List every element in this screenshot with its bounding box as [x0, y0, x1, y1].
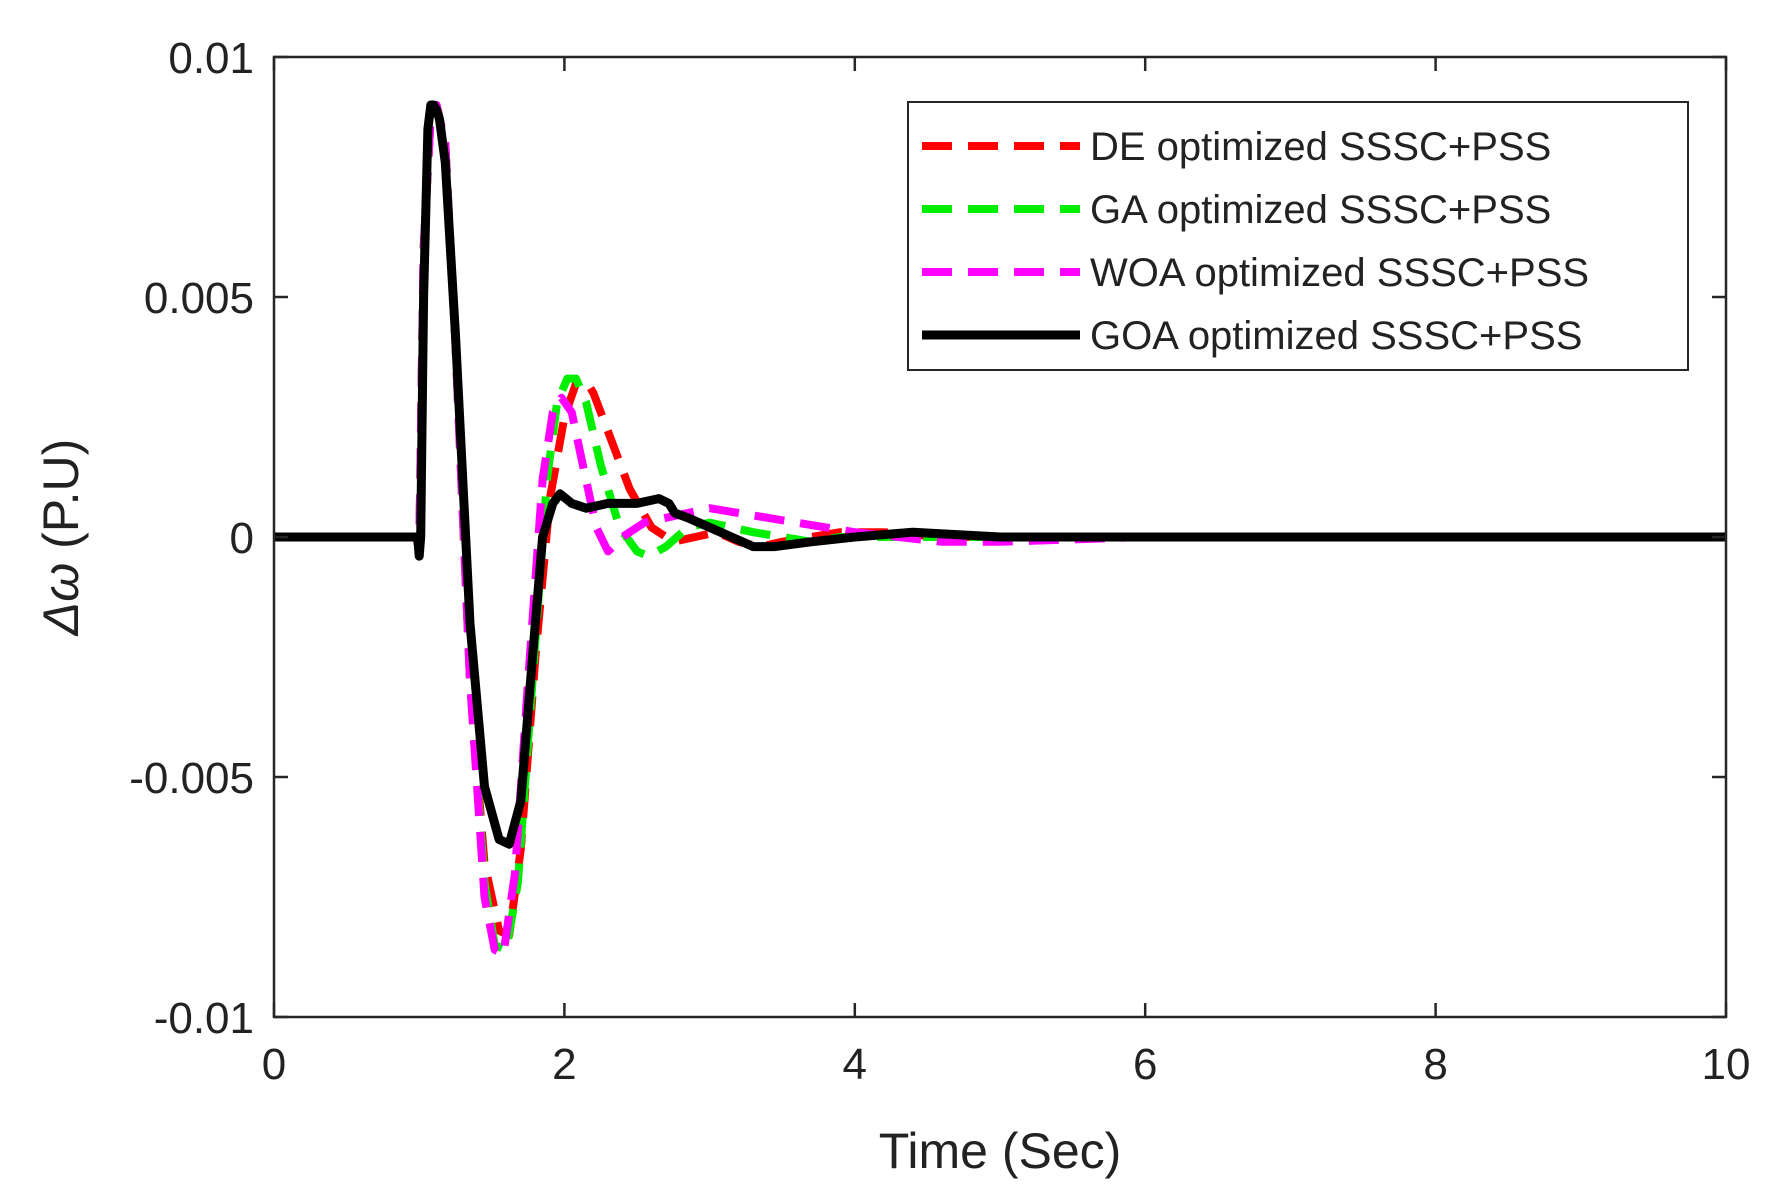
x-tick-label: 0: [262, 1040, 286, 1089]
y-axis-label-unit: (P.U): [33, 439, 89, 549]
x-tick-label: 8: [1423, 1040, 1447, 1089]
svg-text:Δω (P.U): Δω (P.U): [33, 439, 89, 637]
x-tick-label: 4: [843, 1040, 867, 1089]
y-tick-label: -0.01: [154, 994, 254, 1043]
x-axis-label: Time (Sec): [879, 1123, 1122, 1179]
x-tick-label: 6: [1133, 1040, 1157, 1089]
legend-label-1: GA optimized SSSC+PSS: [1090, 188, 1551, 232]
y-tick-label: -0.005: [129, 754, 254, 803]
x-tick-label: 2: [552, 1040, 576, 1089]
legend-label-2: WOA optimized SSSC+PSS: [1090, 251, 1589, 295]
y-axis-label: Δω (P.U): [33, 439, 89, 637]
legend-label-3: GOA optimized SSSC+PSS: [1090, 314, 1582, 358]
series-line-3: [274, 100, 1726, 849]
ticks-layer: 0 2 4 6 8 10 -0.01 -0.005 0 0.005 0.01: [129, 34, 1750, 1089]
y-tick-label: 0.01: [168, 34, 254, 83]
y-tick-label: 0: [230, 514, 254, 563]
y-tick-label: 0.005: [144, 274, 254, 323]
series-layer: [274, 100, 1726, 959]
legend-label-0: DE optimized SSSC+PSS: [1090, 125, 1551, 169]
legend: DE optimized SSSC+PSS GA optimized SSSC+P…: [907, 101, 1689, 371]
x-tick-label: 10: [1702, 1040, 1751, 1089]
y-axis-label-symbol: Δω: [33, 563, 89, 637]
